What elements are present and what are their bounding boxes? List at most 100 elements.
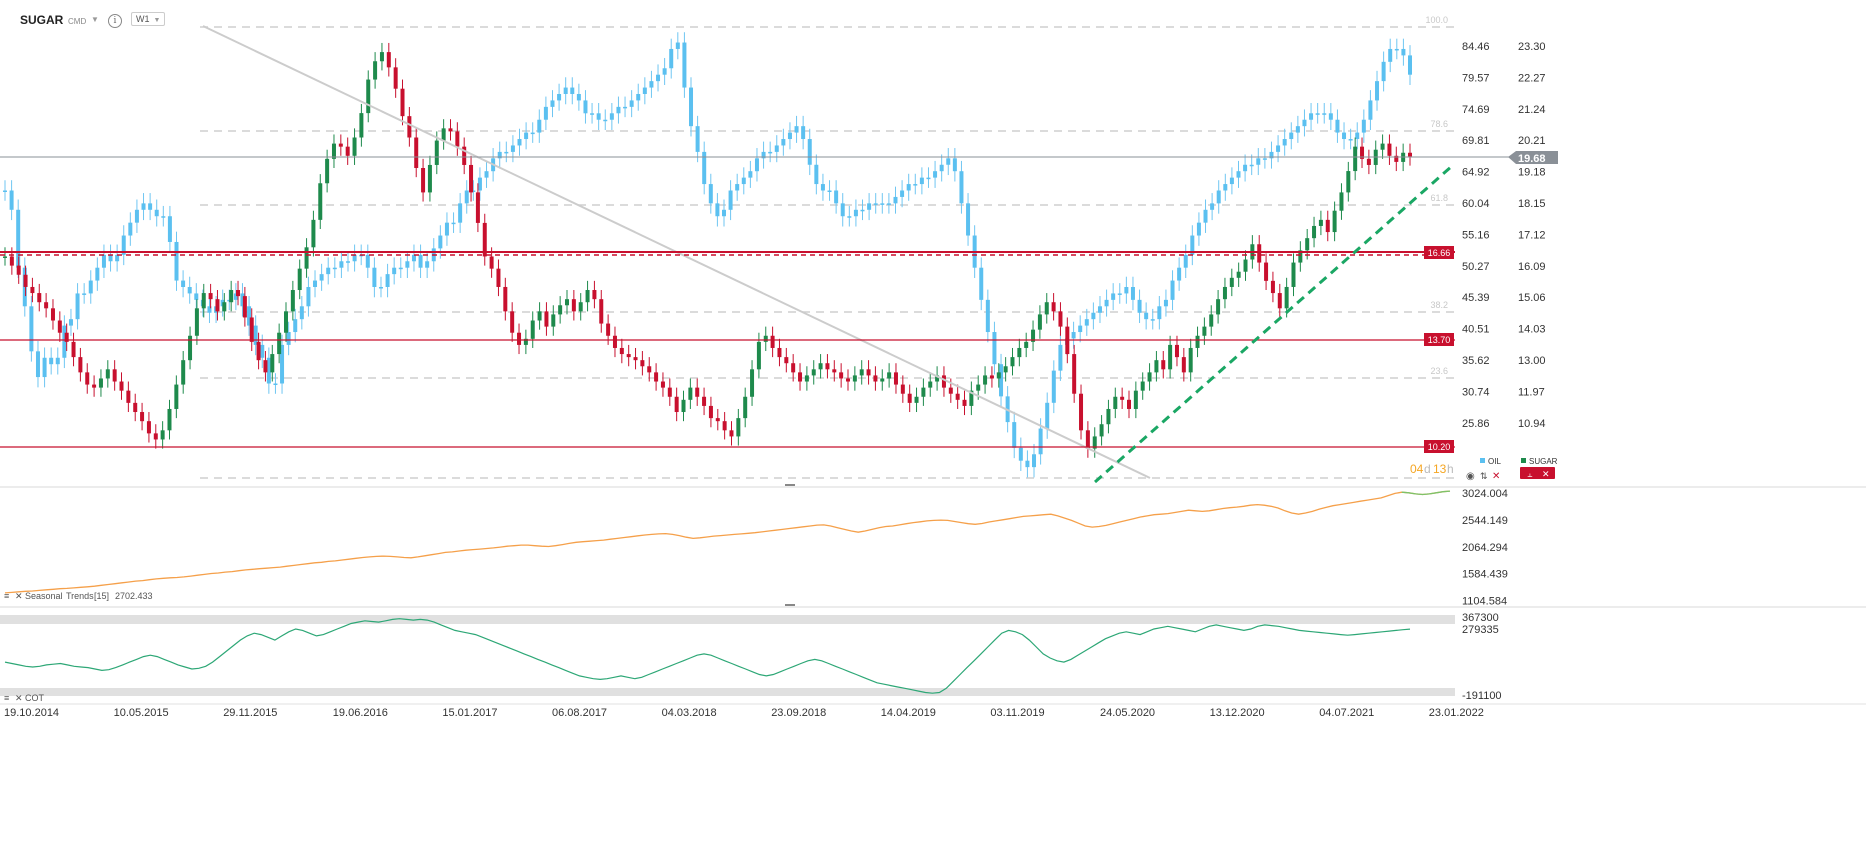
level-badge: [1424, 333, 1454, 346]
close-icon[interactable]: ✕: [1492, 471, 1500, 482]
symbol-label[interactable]: SUGAR: [20, 13, 64, 27]
sugar-candle: [708, 405, 713, 419]
sugar-candle: [1353, 146, 1358, 172]
oil-candle: [820, 184, 825, 191]
eye-icon[interactable]: ◉: [1466, 471, 1475, 482]
seasonal-axis-tick: 1584.439: [1462, 569, 1508, 581]
oil-axis-tick: 30.74: [1462, 386, 1490, 398]
close-icon: ✕: [1542, 469, 1550, 479]
fib-level-label: 78.6: [1430, 119, 1448, 129]
sugar-candle: [92, 384, 97, 388]
oil-candle: [1137, 299, 1142, 313]
oil-candle: [675, 42, 680, 49]
market-caret-icon[interactable]: ▼: [91, 15, 99, 24]
oil-axis-tick: 55.16: [1462, 229, 1490, 241]
sugar-candle: [352, 137, 357, 156]
sugar-candle: [160, 430, 165, 440]
oil-candle: [35, 351, 40, 378]
candle-icon: ⫠: [1527, 469, 1533, 479]
sugar-candle: [236, 290, 241, 297]
sugar-candle: [393, 67, 398, 89]
sugar-candle: [654, 372, 659, 382]
sugar-candle: [3, 256, 7, 258]
oil-candle: [656, 74, 661, 82]
seasonal-axis-tick: 3024.004: [1462, 488, 1508, 500]
oil-candle: [75, 293, 80, 320]
sugar-candle: [791, 363, 796, 373]
sugar-candle: [818, 363, 823, 370]
sugar-candle: [1312, 225, 1317, 239]
sugar-candle: [325, 158, 330, 184]
sugar-candle: [599, 299, 604, 324]
sugar-candle: [1058, 311, 1063, 327]
sugar-candle: [804, 375, 809, 382]
sugar-axis-tick: 14.03: [1518, 324, 1546, 336]
sugar-candle: [839, 372, 844, 379]
x-axis-tick: 29.11.2015: [223, 707, 277, 719]
indicator-params: [15]: [94, 591, 109, 601]
sugar-candle: [284, 311, 288, 333]
sugar-candle: [832, 369, 837, 373]
sugar-candle: [1222, 286, 1227, 300]
oil-candle: [801, 126, 806, 140]
sugar-candle: [1085, 430, 1090, 449]
sugar-candle: [695, 387, 700, 397]
sugar-candle: [427, 164, 432, 193]
x-axis-tick: 19.10.2014: [4, 707, 59, 719]
remove-series-button[interactable]: [1520, 467, 1555, 479]
sugar-candle: [578, 302, 583, 312]
sugar-candle: [222, 302, 227, 312]
sugar-axis-tick: 11.97: [1518, 386, 1545, 398]
oil-candle: [1361, 119, 1366, 133]
seasonal-trends-line: [4, 490, 1451, 594]
oil-candle: [913, 184, 918, 186]
oil-axis-tick: 40.51: [1462, 324, 1490, 336]
oil-candle: [814, 164, 819, 185]
level-badge: [1424, 440, 1454, 453]
sugar-candle: [1072, 354, 1077, 394]
oil-candle: [774, 145, 779, 152]
sugar-candle: [503, 286, 508, 312]
sugar-candle: [1024, 341, 1029, 348]
oil-candle: [82, 293, 87, 295]
indicator-label: Seasonal: [25, 591, 63, 601]
sugar-candle: [1366, 158, 1371, 165]
close-icon: ✕: [15, 693, 23, 703]
oil-candle: [49, 357, 54, 365]
oil-candle: [398, 267, 403, 270]
oil-candle: [1210, 203, 1215, 210]
cot-lower-band: [0, 688, 1455, 696]
resize-handle: [785, 604, 795, 606]
sugar-candle: [373, 61, 378, 80]
oil-candle: [550, 100, 555, 107]
oil-candle: [715, 203, 720, 217]
sugar-candle: [722, 421, 727, 431]
oil-candle: [1375, 81, 1380, 101]
sugar-candle: [112, 369, 117, 382]
oil-candle: [781, 139, 786, 146]
oil-candle: [642, 87, 647, 94]
oil-candle: [55, 357, 60, 365]
menu-icon: ≡: [4, 693, 9, 703]
oil-candle: [464, 190, 469, 204]
oil-candle: [273, 383, 278, 385]
sugar-candle: [887, 372, 892, 379]
info-icon[interactable]: i: [108, 14, 122, 28]
oil-candle: [1289, 132, 1294, 140]
sugar-candle: [119, 381, 124, 391]
sugar-candle: [667, 387, 672, 397]
interval-select[interactable]: W1 ▼: [131, 12, 166, 26]
sugar-candle: [688, 387, 693, 400]
sugar-candle: [900, 384, 905, 394]
sugar-candle: [194, 308, 199, 336]
sugar-axis-tick: 18.15: [1518, 198, 1546, 210]
sugar-candle: [619, 347, 624, 355]
reorder-icon[interactable]: ⇅: [1480, 471, 1488, 481]
oil-candle: [847, 216, 852, 218]
x-axis-tick: 19.06.2016: [333, 707, 388, 719]
seasonal-forecast-line: [1401, 490, 1451, 496]
oil-candle: [1236, 171, 1241, 178]
cot-upper-band: [0, 615, 1455, 624]
oil-candle: [194, 293, 199, 300]
